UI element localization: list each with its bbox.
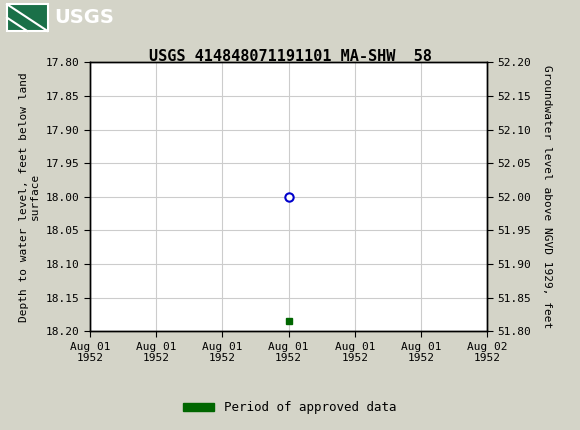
Text: USGS 414848071191101 MA-SHW  58: USGS 414848071191101 MA-SHW 58 (148, 49, 432, 64)
Text: USGS: USGS (55, 8, 114, 27)
Legend: Period of approved data: Period of approved data (178, 396, 402, 419)
Y-axis label: Depth to water level, feet below land
surface: Depth to water level, feet below land su… (19, 72, 40, 322)
Y-axis label: Groundwater level above NGVD 1929, feet: Groundwater level above NGVD 1929, feet (542, 65, 553, 329)
FancyBboxPatch shape (7, 4, 48, 31)
